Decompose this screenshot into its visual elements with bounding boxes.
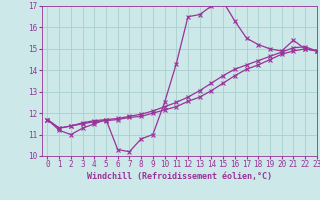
X-axis label: Windchill (Refroidissement éolien,°C): Windchill (Refroidissement éolien,°C) bbox=[87, 172, 272, 181]
